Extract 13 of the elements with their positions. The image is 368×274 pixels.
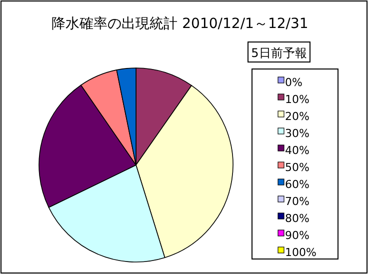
legend-label: 90% <box>285 229 310 242</box>
legend-label: 80% <box>285 212 310 225</box>
legend-label: 60% <box>285 178 310 191</box>
legend-label: 0% <box>285 76 302 89</box>
legend-label: 20% <box>285 110 310 123</box>
legend-title: 5日前予報 <box>251 46 307 60</box>
legend-label: 100% <box>285 246 316 259</box>
legend-label: 40% <box>285 144 310 157</box>
chart-title: 降水確率の出現統計 2010/12/1～12/31 <box>52 16 308 32</box>
legend-label: 50% <box>285 161 310 174</box>
legend-label: 70% <box>285 195 310 208</box>
legend-label: 10% <box>285 93 310 106</box>
legend-label: 30% <box>285 127 310 140</box>
